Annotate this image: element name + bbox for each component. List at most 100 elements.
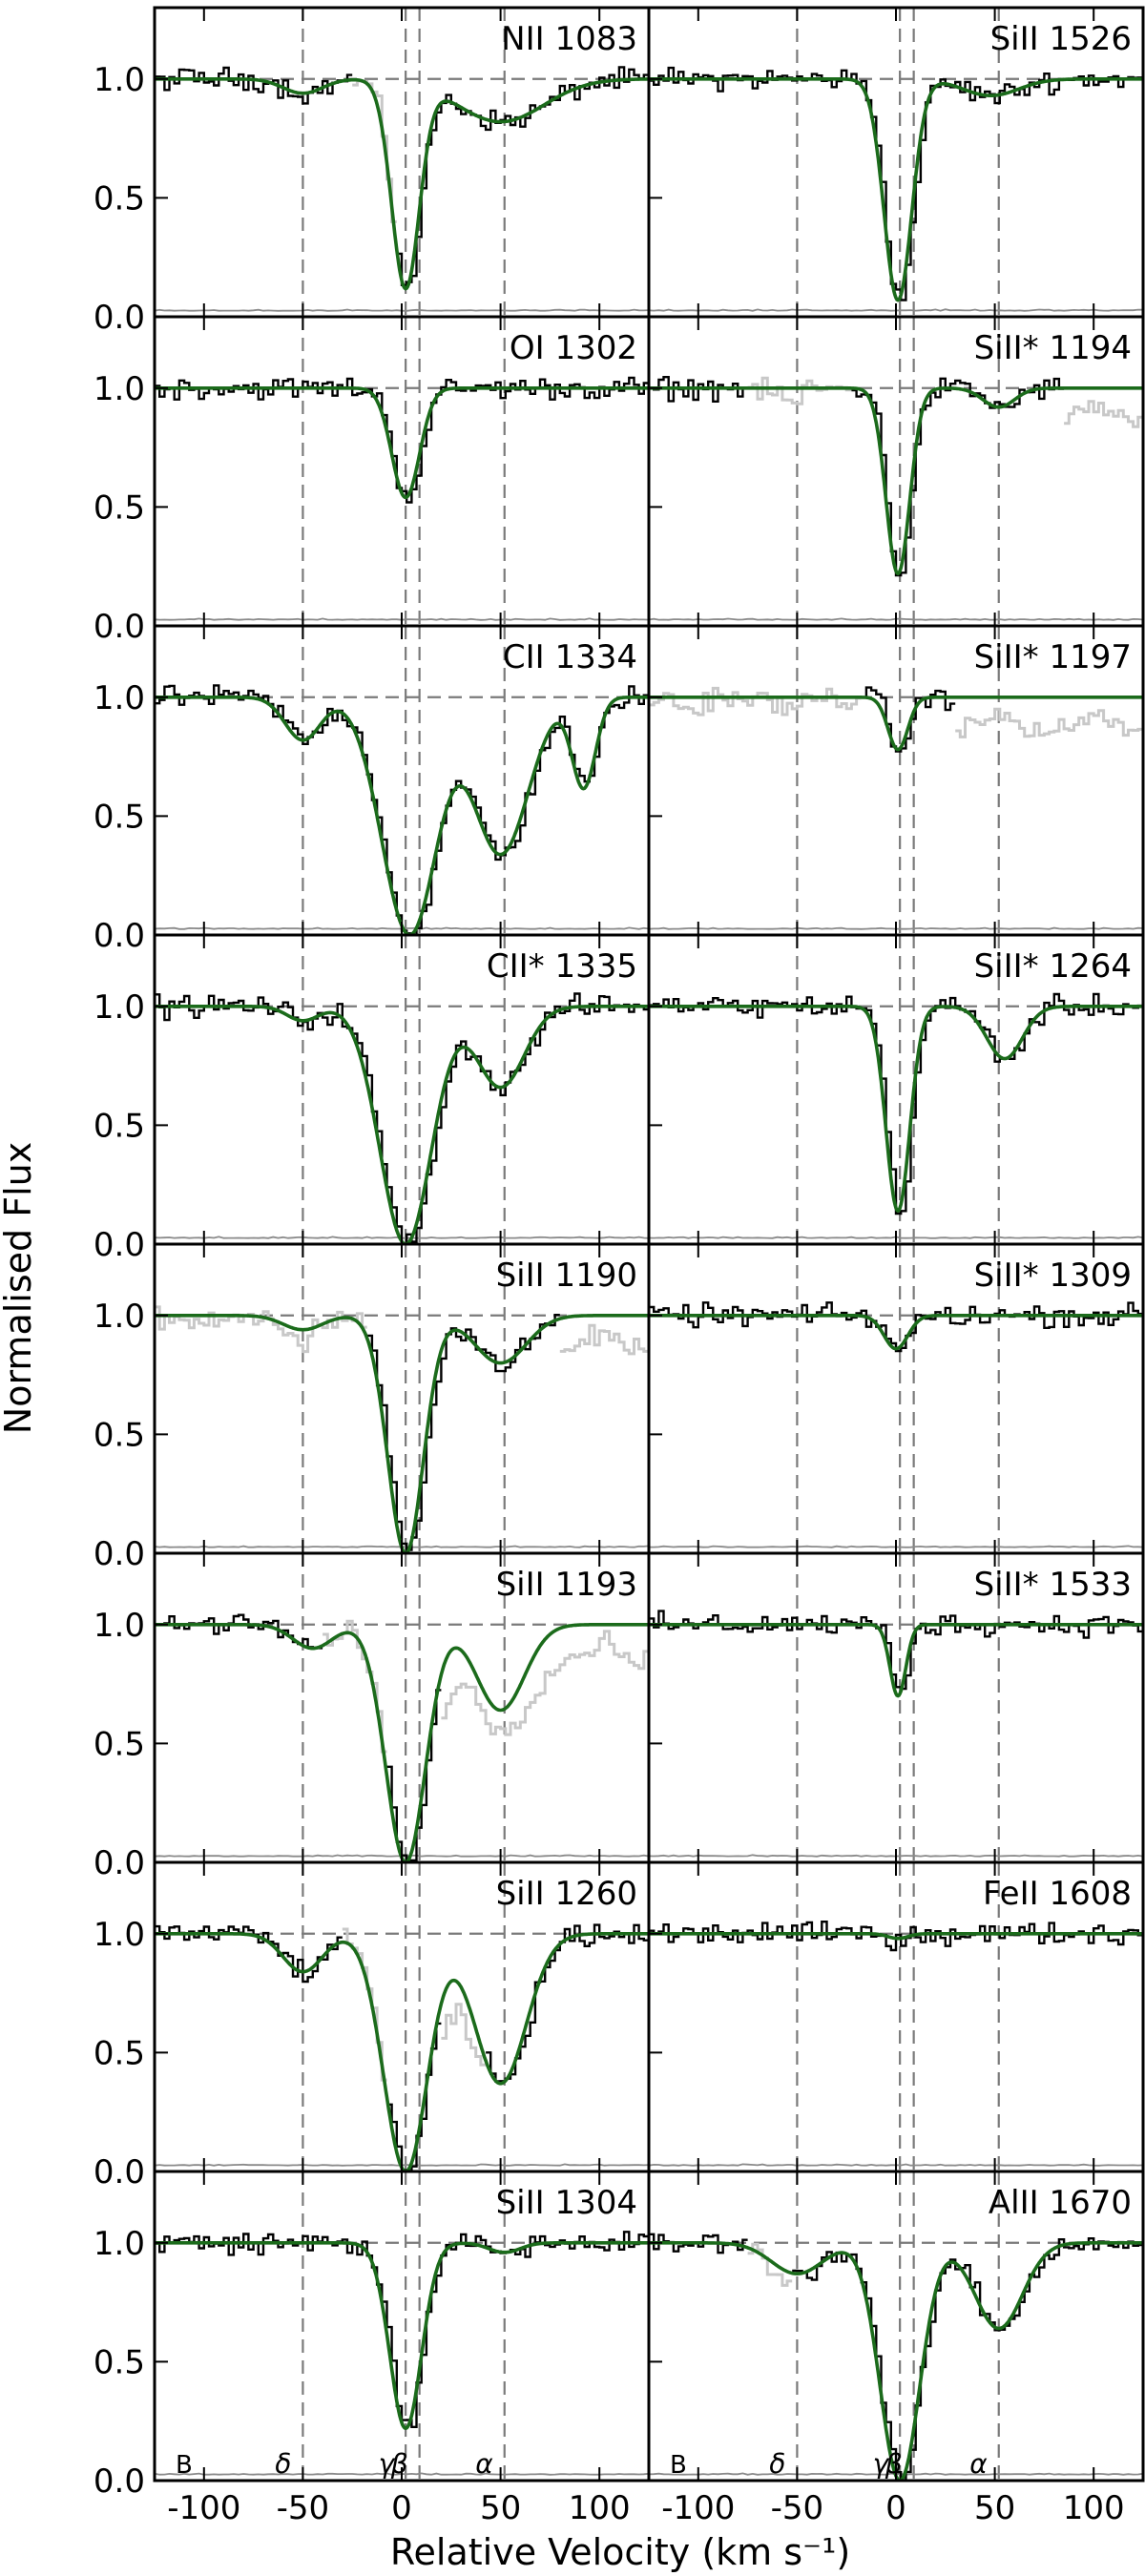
model-fit [649, 1005, 1143, 1214]
transition-label: AlII 1670 [989, 2184, 1132, 2222]
model-fit [649, 1623, 1143, 1698]
transition-label: OI 1302 [510, 329, 637, 367]
component-label: γ [379, 2448, 396, 2480]
transition-label: SiII* 1197 [974, 638, 1132, 676]
y-tick-label: 0.5 [94, 179, 145, 218]
panel: SiII 1526 [647, 6, 1145, 319]
masked-data [1064, 400, 1143, 428]
bottom-tag: B [176, 2451, 193, 2480]
model-fit [649, 1932, 1143, 1941]
y-tick-label: 1.0 [94, 679, 145, 717]
model-fit [155, 386, 649, 500]
component-label: δ [275, 2448, 291, 2480]
panel: FeII 1608 [647, 1860, 1145, 2173]
transition-label: FeII 1608 [983, 1875, 1132, 1913]
panel: 0.0 0.5 1.0 SiII 1304 B δ γβ α -100 -50 0 50 100 [94, 2170, 651, 2527]
plot-area [649, 1862, 1143, 2171]
y-tick-label: 0.0 [94, 1844, 145, 1882]
y-tick-label: 1.0 [94, 1916, 145, 1954]
y-tick-label: 0.5 [94, 798, 145, 836]
y-tick-label: 0.0 [94, 1226, 145, 1264]
panel: SiII* 1533 [647, 1551, 1145, 1864]
y-tick-label: 1.0 [94, 1607, 145, 1645]
transition-label: SiII* 1309 [974, 1257, 1132, 1295]
flux-data [649, 1610, 1143, 1691]
y-axis-label: Normalised Flux [0, 1142, 39, 1434]
flux-data [366, 1314, 560, 1551]
transition-label: SiII 1526 [990, 20, 1132, 58]
x-tick-label: 0 [391, 2489, 412, 2527]
masked-data [747, 2242, 793, 2287]
transition-label: NII 1083 [501, 20, 637, 58]
y-tick-label: 1.0 [94, 988, 145, 1027]
component-label: α [969, 2448, 988, 2480]
y-tick-label: 0.5 [94, 1725, 145, 1763]
model-fit [649, 1314, 1143, 1351]
transition-label: SiII* 1264 [974, 947, 1132, 986]
y-tick-label: 0.5 [94, 488, 145, 527]
component-label: δ [769, 2448, 785, 2480]
flux-data [155, 1924, 343, 1984]
component-label: β [885, 2448, 903, 2480]
flux-data [649, 992, 1143, 1215]
y-tick-label: 0.0 [94, 608, 145, 646]
x-axis-label: Relative Velocity (km s⁻¹) [390, 2531, 850, 2573]
masked-data [441, 1630, 649, 1736]
x-tick-label: 50 [974, 2489, 1015, 2527]
y-tick-label: 0.0 [94, 1535, 145, 1573]
y-tick-label: 0.0 [94, 299, 145, 337]
plot-area [649, 1553, 1143, 1862]
y-tick-label: 1.0 [94, 1298, 145, 1336]
panel: 0.0 0.5 1.0 SiII 1193 [94, 1551, 651, 1882]
x-tick-label: 0 [885, 2489, 906, 2527]
x-tick-label: -50 [277, 2489, 330, 2527]
model-fit [649, 386, 1143, 576]
plot-area [649, 1244, 1143, 1553]
panel: AlII 1670 B δ γβ α -100 -50 0 50 100 [647, 2170, 1145, 2527]
transition-label: SiII 1260 [496, 1875, 637, 1913]
y-tick-label: 0.5 [94, 1416, 145, 1454]
transition-label: SiII 1304 [496, 2184, 637, 2222]
plot-area [649, 317, 1143, 626]
bottom-tag: B [670, 2451, 687, 2480]
component-label: β [390, 2448, 408, 2480]
y-tick-label: 1.0 [94, 61, 145, 99]
x-tick-label: 50 [480, 2489, 521, 2527]
panel: 0.0 0.5 1.0 SiII 1260 [94, 1860, 651, 2192]
y-tick-label: 0.0 [94, 2462, 145, 2501]
x-tick-label: 100 [1063, 2489, 1125, 2527]
panel: 0.0 0.5 1.0 CII* 1335 [94, 933, 651, 1264]
y-tick-label: 0.5 [94, 1107, 145, 1145]
flux-data [486, 1923, 649, 2083]
y-tick-label: 0.0 [94, 2153, 145, 2192]
x-tick-label: 100 [569, 2489, 631, 2527]
x-tick-label: -100 [661, 2489, 735, 2527]
transition-label: CII* 1335 [487, 947, 637, 986]
model-fit [649, 77, 1143, 302]
transition-label: CII 1334 [503, 638, 637, 676]
model-fit [649, 696, 1143, 752]
y-tick-label: 0.5 [94, 2343, 145, 2381]
transition-label: SiII 1193 [496, 1566, 637, 1604]
transition-label: SiII* 1533 [974, 1566, 1132, 1604]
component-label: γ [873, 2448, 890, 2480]
flux-data [155, 66, 353, 105]
masked-data [441, 2003, 487, 2067]
model-fit [155, 2241, 649, 2431]
masked-data [955, 707, 1143, 738]
flux-data [396, 66, 649, 286]
y-tick-label: 1.0 [94, 370, 145, 408]
x-tick-label: -50 [771, 2489, 824, 2527]
transition-label: SiII* 1194 [974, 329, 1132, 367]
x-tick-label: -100 [167, 2489, 240, 2527]
y-tick-label: 0.0 [94, 917, 145, 955]
y-tick-label: 1.0 [94, 2225, 145, 2263]
transition-label: SiII 1190 [496, 1257, 637, 1295]
component-label: α [475, 2448, 493, 2480]
masked-data [559, 1323, 649, 1356]
plot-area [649, 8, 1143, 317]
flux-data [649, 1921, 1143, 1952]
panel-grid: 0.0 0.5 1.0 NII 1083 SiII 1526 0.0 0.5 1.0 OI 13… [94, 6, 1145, 2527]
model-fit [155, 77, 649, 291]
